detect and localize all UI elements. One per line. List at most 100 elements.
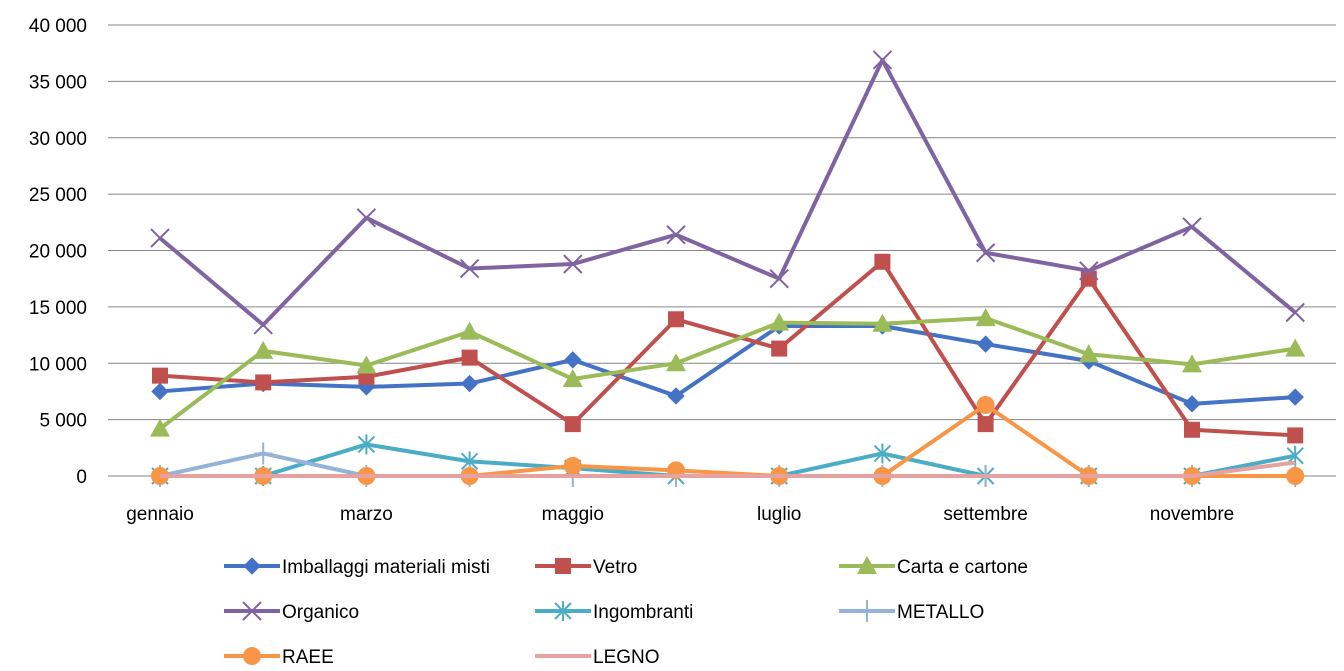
series-ingombranti <box>151 434 1304 486</box>
data-point <box>1286 445 1304 466</box>
legend-item: RAEE <box>224 647 334 668</box>
data-point <box>152 367 168 384</box>
gridlines <box>108 24 1336 477</box>
y-tick-label: 20 000 <box>29 242 87 263</box>
series-vetro <box>152 253 1304 444</box>
legend-label: Carta e cartone <box>897 557 1028 578</box>
data-point <box>356 208 377 228</box>
data-point <box>564 416 581 433</box>
data-point <box>1183 395 1201 413</box>
x-tick-label: settembre <box>943 504 1027 525</box>
legend-label: LEGNO <box>593 647 660 666</box>
data-point <box>873 443 892 464</box>
legend-marker <box>857 556 877 574</box>
data-point <box>461 349 478 366</box>
data-point <box>976 395 995 414</box>
legend-label: METALLO <box>897 602 984 623</box>
series-carta-e-cartone <box>150 308 1306 437</box>
data-point <box>977 416 994 433</box>
series-legno <box>160 460 1296 478</box>
legend-marker <box>242 601 262 621</box>
series-line <box>160 402 1296 478</box>
y-tick-label: 35 000 <box>29 72 87 93</box>
data-point <box>666 353 686 372</box>
y-tick-label: 30 000 <box>29 129 87 150</box>
data-point <box>562 369 583 388</box>
data-point <box>976 335 995 353</box>
legend-marker <box>243 647 261 665</box>
legend-item: Ingombranti <box>535 601 693 623</box>
data-point <box>1182 217 1202 237</box>
data-point <box>459 321 480 340</box>
data-point <box>563 254 583 274</box>
y-tick-label: 10 000 <box>29 354 87 375</box>
data-point <box>1285 302 1305 323</box>
data-point <box>1080 270 1097 287</box>
data-point <box>771 340 788 357</box>
legend-label: RAEE <box>282 647 334 666</box>
legend-item: METALLO <box>839 600 984 623</box>
y-tick-label: 40 000 <box>29 16 87 37</box>
legend-item: Imballaggi materiali misti <box>224 557 490 578</box>
data-point <box>356 355 377 374</box>
data-point <box>459 258 480 279</box>
legend-item: Vetro <box>535 557 637 578</box>
data-point <box>564 351 582 369</box>
legend-item: Carta e cartone <box>839 556 1028 578</box>
series-lines <box>150 50 1306 487</box>
y-tick-label: 5 000 <box>39 411 87 432</box>
legend-label: Organico <box>282 602 359 623</box>
y-tick-label: 25 000 <box>29 185 87 206</box>
data-point <box>253 340 274 359</box>
legend: Imballaggi materiali misti Vetro Carta e c… <box>224 556 1028 668</box>
series-line <box>160 460 1296 478</box>
data-point <box>872 50 893 70</box>
data-point <box>769 268 789 289</box>
y-tick-label: 15 000 <box>29 298 87 319</box>
data-point <box>255 374 272 391</box>
series-line <box>158 57 1297 327</box>
data-point <box>151 382 169 401</box>
axes: 0 5 000 10 000 15 000 20 000 25 000 30 000 35 0… <box>29 16 1234 525</box>
data-point <box>563 456 582 475</box>
x-tick-label: luglio <box>757 504 801 525</box>
data-point <box>253 315 273 335</box>
series-line <box>158 316 1296 431</box>
series-metallo <box>151 442 1305 487</box>
x-tick-label: novembre <box>1150 504 1235 525</box>
series-line <box>159 324 1296 406</box>
legend-marker <box>555 558 571 574</box>
data-point <box>1078 344 1099 363</box>
legend-marker <box>554 601 572 621</box>
data-point <box>460 374 479 393</box>
data-point <box>1182 354 1202 373</box>
data-point <box>769 312 790 331</box>
data-point <box>1184 421 1200 438</box>
legend-marker <box>858 600 876 622</box>
data-point <box>975 243 996 263</box>
x-tick-label: gennaio <box>126 504 194 525</box>
series-organico <box>150 50 1305 335</box>
data-point <box>667 387 685 405</box>
series-line <box>159 259 1296 438</box>
data-point <box>1287 427 1304 444</box>
data-point <box>357 434 376 455</box>
data-point <box>1286 388 1304 406</box>
data-point <box>1286 467 1305 485</box>
legend-label: Imballaggi materiali misti <box>282 557 490 578</box>
legend-label: Ingombranti <box>593 602 693 623</box>
legend-marker <box>243 557 261 575</box>
data-point <box>254 442 273 465</box>
series-raee <box>151 395 1305 485</box>
data-point <box>975 308 996 327</box>
data-point <box>150 418 170 437</box>
data-point <box>1285 338 1306 357</box>
x-tick-label: marzo <box>340 504 393 525</box>
legend-item: LEGNO <box>535 647 660 668</box>
legend-label: Vetro <box>593 557 637 578</box>
data-point <box>872 313 893 332</box>
data-point <box>1079 261 1099 281</box>
y-tick-label: 0 <box>76 467 87 488</box>
